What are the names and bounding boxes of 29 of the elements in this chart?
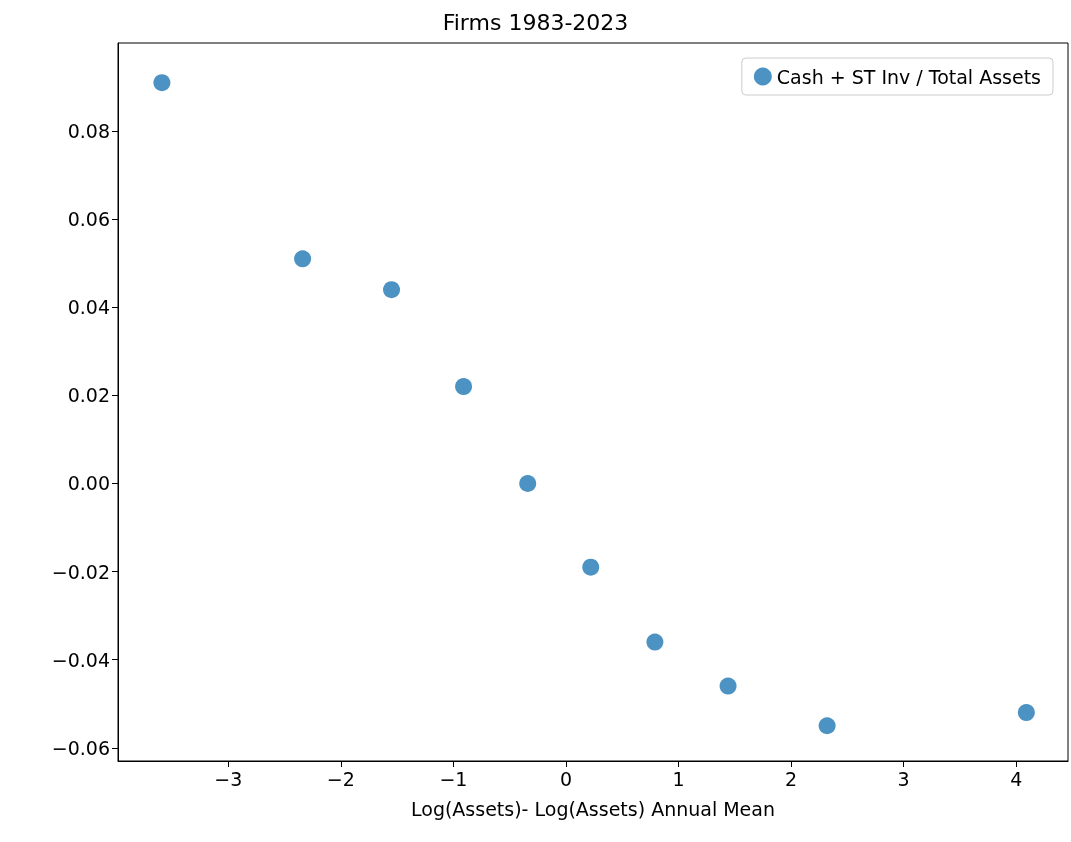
- x-axis-title: Log(Assets)- Log(Assets) Annual Mean: [411, 797, 775, 820]
- point: [719, 677, 737, 695]
- x-tick-label: 0: [559, 767, 573, 790]
- y-tick-label: 0.04: [67, 296, 110, 319]
- x-tick-label: 1: [672, 767, 685, 790]
- point: [519, 474, 537, 492]
- legend-label: Cash + ST Inv / Total Assets: [776, 65, 1042, 88]
- y-tick-label: −0.02: [51, 560, 110, 583]
- x-tick-label: −1: [439, 767, 468, 790]
- point: [646, 633, 664, 651]
- y-tick-label: −0.06: [51, 736, 110, 759]
- x-tick-label: 2: [785, 767, 798, 790]
- x-tick-label: −2: [326, 767, 355, 790]
- point: [818, 717, 836, 735]
- y-tick-label: 0.02: [67, 384, 110, 407]
- y-tick-label: 0.08: [67, 120, 110, 143]
- x-tick-label: −3: [214, 767, 243, 790]
- y-tick-label: −0.04: [51, 648, 110, 671]
- chart-title: Firms 1983-2023: [442, 9, 629, 35]
- x-tick-label: 4: [1010, 767, 1023, 790]
- y-tick-label: 0.00: [67, 472, 110, 495]
- point: [455, 378, 473, 396]
- point: [153, 74, 171, 92]
- point: [1017, 704, 1035, 722]
- y-tick-label: 0.06: [67, 208, 110, 231]
- point: [582, 558, 600, 576]
- point: [383, 281, 401, 299]
- point: [294, 250, 312, 268]
- x-tick-label: 3: [897, 767, 910, 790]
